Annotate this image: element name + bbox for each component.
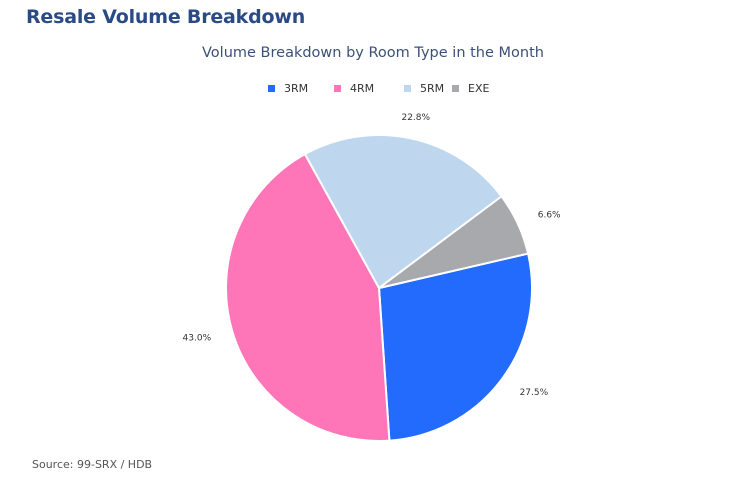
legend-swatch-3rm	[268, 85, 275, 92]
page-heading: Resale Volume Breakdown	[26, 6, 306, 28]
chart-legend: 3RM 4RM 5RM EXE	[268, 82, 489, 95]
chart-title: Volume Breakdown by Room Type in the Mon…	[202, 45, 544, 61]
pie-labels: 27.5% 43.0% 22.8% 6.6%	[183, 113, 562, 398]
pie-slices	[225, 134, 533, 442]
data-label-exe: 6.6%	[538, 210, 561, 220]
data-label-3rm: 27.5%	[520, 388, 549, 398]
slice-5rm[interactable]	[303, 134, 503, 290]
legend-label-5rm: 5RM	[420, 82, 444, 95]
slice-4rm[interactable]	[225, 152, 391, 442]
slice-3rm[interactable]	[377, 252, 533, 442]
legend-label-3rm: 3RM	[284, 82, 308, 95]
legend-label-exe: EXE	[468, 82, 489, 95]
legend-label-4rm: 4RM	[350, 82, 374, 95]
source-note: Source: 99-SRX / HDB	[32, 458, 153, 471]
legend-swatch-4rm	[334, 85, 341, 92]
legend-swatch-5rm	[404, 85, 411, 92]
slice-exe[interactable]	[378, 194, 530, 289]
legend-swatch-exe	[452, 85, 459, 92]
data-label-4rm: 43.0%	[183, 333, 212, 343]
data-label-5rm: 22.8%	[401, 113, 430, 123]
